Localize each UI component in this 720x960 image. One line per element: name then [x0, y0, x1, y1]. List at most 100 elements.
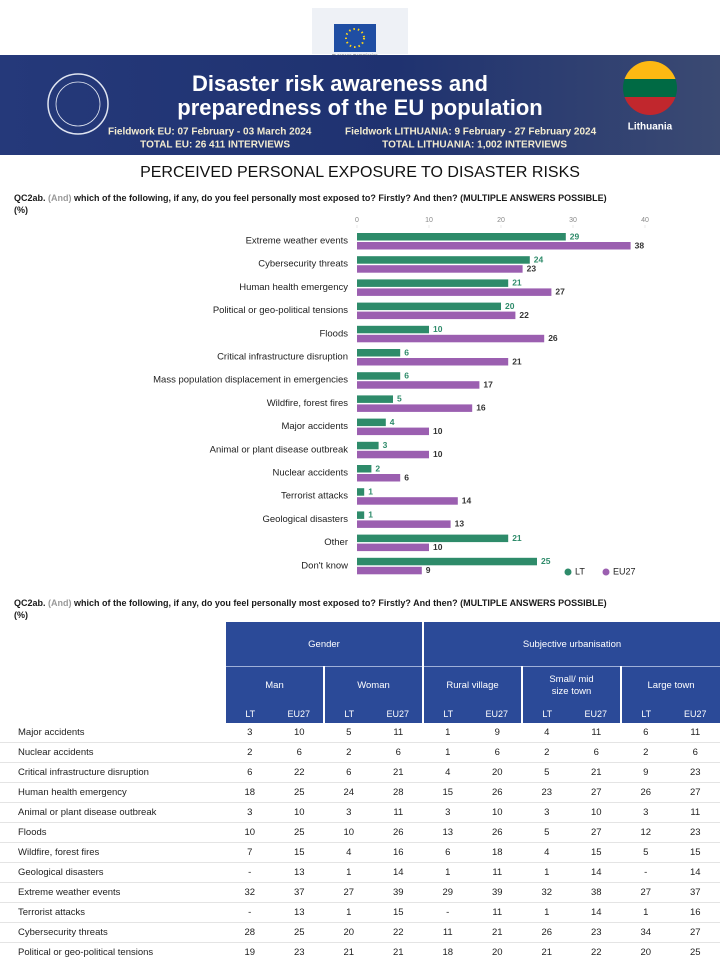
banner [0, 55, 720, 155]
bar [357, 279, 509, 287]
cell: 25 [274, 782, 324, 803]
question-code: QC2ab. [14, 193, 46, 203]
cell: 23 [670, 822, 720, 843]
value-label: 16 [476, 403, 486, 413]
cell: 23 [571, 922, 621, 943]
value-label: 21 [512, 278, 522, 288]
row-label: Floods [0, 822, 225, 843]
lithuania-flag [623, 61, 677, 115]
bar [357, 334, 545, 343]
bar [357, 557, 537, 566]
table-row: Nuclear accidents 2 6 2 6 1 6 2 6 2 6 [0, 742, 720, 763]
row-label: Human health emergency [0, 782, 225, 803]
bar [357, 534, 509, 543]
cell: 20 [324, 922, 374, 943]
cell: 5 [522, 762, 572, 783]
cell: 27 [621, 882, 671, 903]
cell: 21 [373, 762, 423, 783]
value-label: 6 [404, 370, 409, 380]
cell: 1 [522, 902, 572, 923]
cell: 20 [472, 762, 522, 783]
cell: 13 [274, 902, 324, 923]
value-label: 10 [433, 542, 443, 552]
cell: 6 [225, 762, 275, 783]
cell: 27 [670, 782, 720, 803]
column-label: Rural village [446, 680, 499, 691]
question-unit: (%) [14, 205, 28, 215]
value-label: 5 [397, 394, 402, 404]
legend-swatch [602, 568, 610, 576]
cell: 22 [571, 942, 621, 960]
table-row: Major accidents 3 10 5 11 1 9 4 11 6 11 [0, 723, 720, 743]
cell: 32 [522, 882, 572, 903]
cell: 21 [522, 942, 572, 960]
cell: 1 [324, 862, 374, 883]
subcolumn-header: EU27 [274, 705, 324, 723]
cell: 11 [670, 802, 720, 823]
category-label: Geological disasters [262, 514, 348, 525]
cell: 1 [324, 902, 374, 923]
cell: 5 [324, 723, 374, 743]
bar [357, 325, 429, 334]
row-label: Terrorist attacks [0, 902, 225, 923]
cell: 23 [274, 942, 324, 960]
bar [357, 381, 480, 389]
cell: 2 [621, 742, 671, 763]
table-header: Gender Subjective urbanisation Man Woman Rur… [0, 622, 720, 723]
cell: 15 [274, 842, 324, 863]
bar [357, 474, 401, 482]
category-label: Don't know [301, 560, 348, 571]
subcolumn-header: EU27 [571, 705, 621, 723]
cell: 15 [670, 842, 720, 863]
blank [0, 705, 225, 723]
value-label: 4 [390, 417, 395, 427]
column-header: Large town [619, 666, 720, 705]
cell: 1 [423, 742, 473, 763]
value-label: 6 [404, 472, 409, 482]
subcolumn-header: EU27 [670, 705, 720, 723]
total-eu: TOTAL EU: 26 411 INTERVIEWS [140, 140, 290, 151]
category-label: Critical infrastructure disruption [217, 352, 348, 363]
cell: 12 [621, 822, 671, 843]
bar [357, 233, 566, 241]
category-label: Nuclear accidents [272, 468, 348, 479]
category-label: Mass population displacement in emergenc… [153, 375, 348, 386]
value-label: 25 [541, 556, 551, 566]
cell: 14 [571, 862, 621, 883]
cell: 27 [571, 782, 621, 803]
bar [357, 256, 530, 264]
row-label: Geological disasters [0, 862, 225, 883]
eurobarometer-logo-inner [55, 81, 101, 127]
category-label: Major accidents [281, 421, 348, 432]
chart-question: QC2ab. (And) which of the following, if … [14, 192, 694, 216]
value-label: 23 [527, 263, 537, 273]
value-label: 14 [462, 495, 472, 505]
cell: 38 [571, 882, 621, 903]
cell: 14 [373, 862, 423, 883]
cell: 27 [571, 822, 621, 843]
bar [357, 465, 372, 473]
row-label: Major accidents [0, 723, 225, 743]
cell: 11 [472, 862, 522, 883]
value-label: 24 [534, 254, 544, 264]
category-label: Floods [319, 328, 348, 339]
cell: 4 [423, 762, 473, 783]
category-label: Human health emergency [239, 282, 348, 293]
x-tick-label: 10 [425, 217, 433, 224]
cell: 3 [522, 802, 572, 823]
row-label: Nuclear accidents [0, 742, 225, 763]
cell: 25 [274, 922, 324, 943]
table-row: Human health emergency 18 25 24 28 15 26 23 27 26… [0, 782, 720, 803]
cell: 29 [423, 882, 473, 903]
cell: 26 [373, 822, 423, 843]
table-row: Floods 10 25 10 26 13 26 5 27 12 23 [0, 822, 720, 843]
cell: 22 [373, 922, 423, 943]
subcolumn-header: LT [422, 705, 473, 723]
cell: 14 [670, 862, 720, 883]
table-row: Political or geo-political tensions 19 23 2… [0, 942, 720, 960]
row-label: Wildfire, forest fires [0, 842, 225, 863]
value-label: 13 [455, 519, 465, 529]
value-label: 10 [433, 426, 443, 436]
cell: 4 [522, 723, 572, 743]
